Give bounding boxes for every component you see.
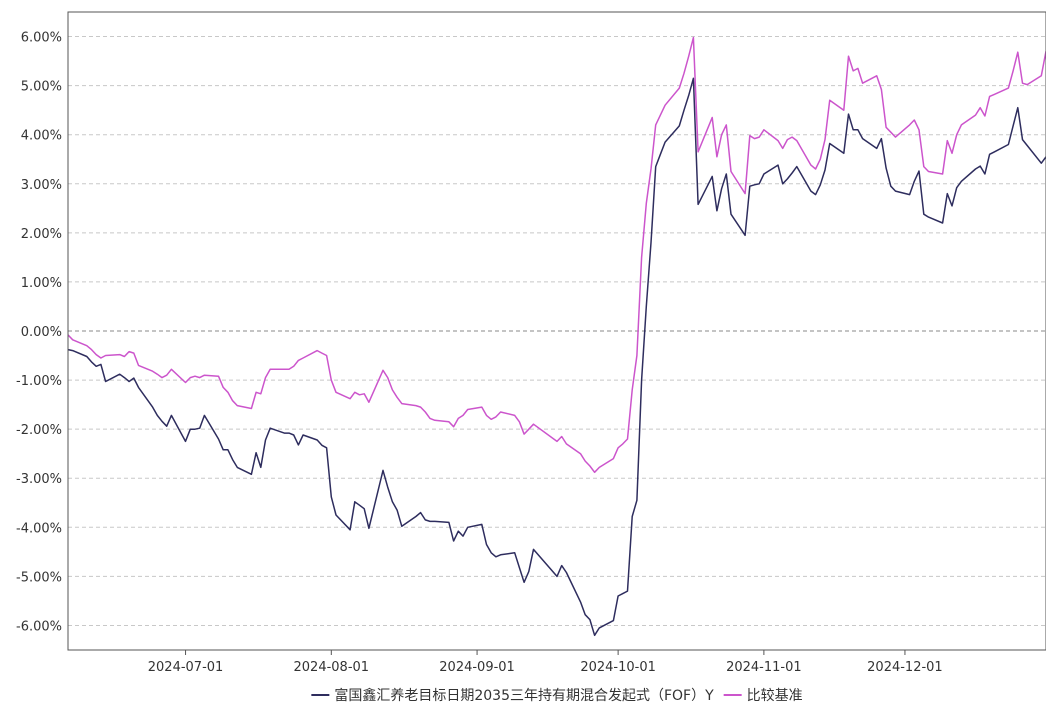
y-tick-label: 3.00% bbox=[21, 178, 62, 193]
series-line-2 bbox=[67, 36, 1046, 474]
y-tick-label: 2.00% bbox=[21, 227, 62, 242]
x-tick-label: 2024-10-01 bbox=[580, 660, 656, 675]
x-tick-label: 2024-09-01 bbox=[439, 660, 515, 675]
series-lines bbox=[67, 36, 1046, 637]
legend-item-1: 富国鑫汇养老目标日期2035三年持有期混合发起式（FOF）Y bbox=[311, 687, 714, 704]
legend: 富国鑫汇养老目标日期2035三年持有期混合发起式（FOF）Y 比较基准 bbox=[311, 687, 803, 704]
y-tick-label: 4.00% bbox=[21, 129, 62, 144]
y-tick-label: -1.00% bbox=[16, 374, 62, 389]
x-tick-label: 2024-11-01 bbox=[726, 660, 802, 675]
y-tick-label: -3.00% bbox=[16, 472, 62, 487]
x-axis-ticks: 2024-07-01 2024-08-01 2024-09-01 2024-10-01… bbox=[148, 650, 943, 675]
x-tick-label: 2024-08-01 bbox=[294, 660, 370, 675]
y-tick-label: -6.00% bbox=[16, 619, 62, 634]
y-tick-label: -4.00% bbox=[16, 521, 62, 536]
y-tick-label: 6.00% bbox=[21, 31, 62, 46]
y-tick-label: 0.00% bbox=[21, 325, 62, 340]
x-tick-label: 2024-07-01 bbox=[148, 660, 224, 675]
y-tick-label: 5.00% bbox=[21, 80, 62, 95]
x-tick-label: 2024-12-01 bbox=[867, 660, 943, 675]
legend-label: 比较基准 bbox=[747, 687, 803, 704]
grid-lines bbox=[68, 36, 1046, 626]
legend-item-2: 比较基准 bbox=[723, 687, 803, 704]
y-tick-label: -2.00% bbox=[16, 423, 62, 438]
y-tick-label: -5.00% bbox=[16, 570, 62, 585]
plot-frame bbox=[67, 11, 1046, 651]
y-axis-ticks: 6.00% 5.00% 4.00% 3.00% 2.00% 1.00% 0.00% -1.00… bbox=[16, 31, 62, 635]
legend-label: 富国鑫汇养老目标日期2035三年持有期混合发起式（FOF）Y bbox=[334, 687, 714, 704]
y-tick-label: 1.00% bbox=[21, 276, 62, 291]
series-line-1 bbox=[67, 77, 1046, 637]
